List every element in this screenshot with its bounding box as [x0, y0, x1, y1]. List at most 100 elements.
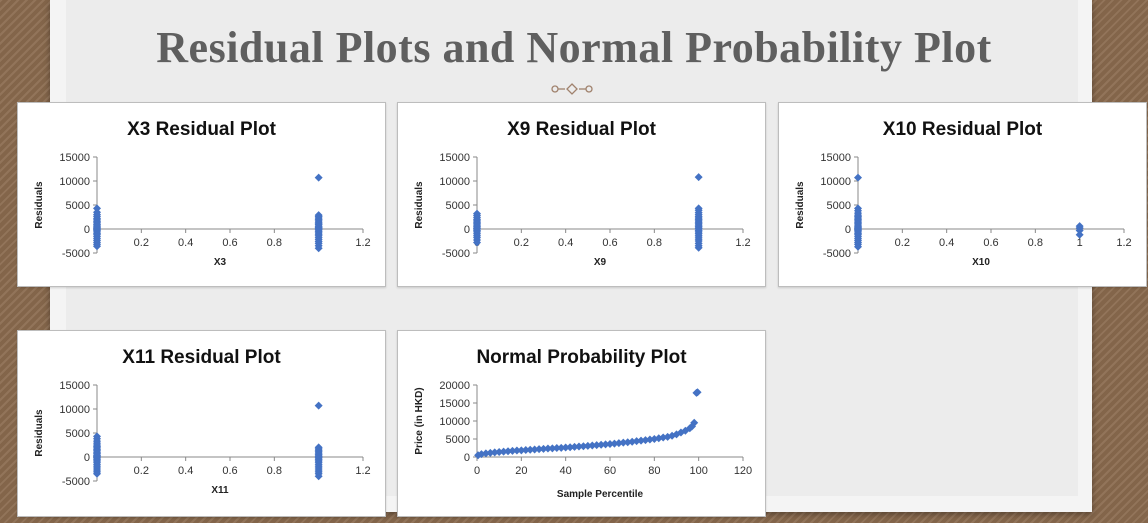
x-tick-label: 0.2	[134, 465, 149, 477]
data-point	[619, 438, 628, 447]
x-axis-label: X10	[972, 257, 990, 268]
data-point	[606, 440, 614, 449]
x-tick-label: 0.2	[134, 237, 149, 249]
data-point	[610, 439, 619, 448]
y-tick-label: 10000	[820, 176, 851, 188]
x-axis-label: X9	[594, 257, 607, 268]
y-tick-label: -5000	[62, 248, 90, 260]
data-point	[314, 173, 323, 182]
chart-panel-normal-probability: Normal Probability Plot 20000 15000 10000 50…	[397, 330, 766, 517]
x-tick-label: 0	[474, 465, 480, 477]
x-tick-label: 0.8	[1028, 237, 1043, 249]
data-point	[583, 441, 592, 450]
data-point	[694, 243, 703, 252]
x-tick-label: 20	[515, 465, 527, 477]
x-tick-label: 0.2	[514, 237, 529, 249]
x-tick-label: 0.6	[983, 237, 998, 249]
chart-x3-residual: X3 Residual Plot150001000050000-500000.2…	[34, 119, 371, 268]
y-tick-label: -5000	[442, 248, 470, 260]
data-point	[535, 445, 544, 454]
data-point	[477, 450, 486, 459]
x-axis-label: X11	[211, 485, 229, 496]
chart-panel-x9-residual: X9 Residual Plot150001000050000-500000.2…	[397, 102, 766, 287]
data-point	[93, 469, 101, 478]
data-point	[623, 438, 632, 447]
x-tick-label: 60	[604, 465, 616, 477]
x-tick-label: 80	[648, 465, 660, 477]
chart-normal-probability: Normal Probability Plot20000150001000050…	[414, 347, 752, 500]
y-tick-label: 15000	[59, 152, 90, 164]
data-point	[688, 422, 697, 431]
x-tick-label: 40	[560, 465, 572, 477]
data-point	[693, 388, 702, 397]
x-tick-label: 0.8	[267, 465, 282, 477]
data-point	[521, 445, 530, 454]
data-point	[508, 446, 517, 455]
data-point	[570, 442, 579, 451]
x-tick-label: 0.8	[267, 237, 282, 249]
y-tick-label: 0	[84, 452, 90, 464]
data-point	[490, 448, 499, 457]
y-axis-label: Price (in HKD)	[414, 387, 425, 454]
data-point	[854, 242, 862, 251]
data-point	[694, 173, 703, 182]
data-point	[557, 443, 566, 452]
data-point	[681, 426, 690, 435]
y-tick-label: 5000	[66, 428, 90, 440]
x-tick-label: 1.2	[355, 465, 370, 477]
data-point	[1075, 230, 1084, 239]
y-tick-label: 0	[464, 452, 470, 464]
data-point	[561, 443, 570, 452]
chart-panel-x11-residual: X11 Residual Plot150001000050000-500000.…	[17, 330, 386, 517]
x-axis-label: Sample Percentile	[557, 489, 644, 500]
data-point	[601, 440, 610, 449]
data-point	[597, 440, 606, 449]
data-point	[676, 428, 685, 437]
data-point	[548, 444, 557, 453]
y-tick-label: -5000	[62, 476, 90, 488]
data-point	[504, 447, 513, 456]
x-tick-label: 120	[734, 465, 752, 477]
y-tick-label: 15000	[59, 380, 90, 392]
x-tick-label: 1.2	[355, 237, 370, 249]
x-tick-label: 0.2	[895, 237, 910, 249]
y-tick-label: 0	[84, 224, 90, 236]
y-tick-label: 5000	[827, 200, 851, 212]
data-point	[530, 445, 539, 454]
chart-title: X9 Residual Plot	[507, 119, 657, 140]
y-tick-label: 5000	[446, 200, 470, 212]
x-tick-label: 0.6	[602, 237, 617, 249]
data-point	[1075, 226, 1084, 235]
data-point	[552, 444, 561, 452]
data-point	[93, 242, 101, 251]
data-point	[650, 435, 659, 443]
y-tick-label: 10000	[59, 404, 90, 416]
y-axis-label: Residuals	[795, 181, 806, 229]
data-point	[539, 444, 548, 453]
y-axis-label: Residuals	[414, 181, 425, 229]
x-tick-label: 0.4	[178, 237, 193, 249]
y-tick-label: 5000	[66, 200, 90, 212]
data-point	[579, 442, 588, 451]
data-point	[574, 442, 583, 451]
y-tick-label: -5000	[823, 248, 851, 260]
x-tick-label: 1.2	[1116, 237, 1131, 249]
data-point	[690, 418, 699, 427]
data-point	[614, 439, 623, 448]
data-point	[526, 445, 535, 454]
data-point	[314, 244, 323, 253]
y-tick-label: 15000	[820, 152, 851, 164]
chart-title: Normal Probability Plot	[476, 347, 687, 368]
x-tick-label: 100	[689, 465, 707, 477]
data-point	[645, 435, 654, 444]
y-tick-label: 10000	[439, 176, 470, 188]
y-tick-label: 0	[464, 224, 470, 236]
data-point	[473, 238, 481, 247]
x-tick-label: 0.4	[178, 465, 193, 477]
x-tick-label: 1	[1077, 237, 1083, 249]
y-tick-label: 5000	[446, 434, 470, 446]
x-tick-label: 0.6	[222, 237, 237, 249]
data-point	[481, 449, 490, 458]
data-point	[314, 401, 323, 410]
data-point	[314, 472, 323, 481]
